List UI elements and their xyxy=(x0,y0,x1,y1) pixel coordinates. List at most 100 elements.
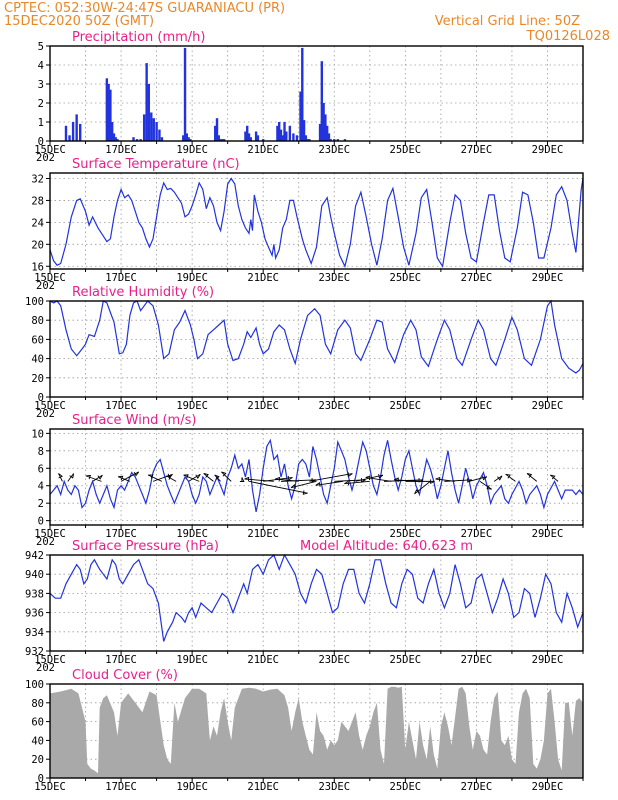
precip-bar xyxy=(142,114,146,141)
panel-temperature: Surface Temperature (nC) 16 20 24 28 32 15DEC 1… xyxy=(31,157,584,292)
precip-bar xyxy=(301,47,304,141)
y-tick-label: 40 xyxy=(31,735,44,747)
precip-bar xyxy=(75,114,78,141)
panel-frame xyxy=(49,172,584,270)
x-tick-label: 15DEC xyxy=(34,781,66,793)
precip-bar xyxy=(329,139,332,141)
precip-bar xyxy=(217,135,220,141)
precip-bar xyxy=(324,114,327,141)
precip-bar xyxy=(254,131,258,141)
year-label-cutoff: 202 xyxy=(36,408,55,420)
wind-vector-head xyxy=(275,476,281,482)
precip-bar xyxy=(64,125,68,141)
precip-bar xyxy=(215,118,219,141)
wind-vector-head xyxy=(467,478,473,483)
x-tick-label: 15DEC xyxy=(34,654,66,666)
x-tick-label: 19DEC xyxy=(176,400,208,412)
wind-vector-head xyxy=(148,474,154,479)
x-tick-label: 21DEC xyxy=(247,400,279,412)
wind-vector-head xyxy=(85,474,92,480)
precip-bar xyxy=(283,122,286,141)
y-tick-label: 940 xyxy=(25,569,44,581)
precip-bar xyxy=(327,133,331,141)
x-tick-label: 15DEC xyxy=(34,144,66,156)
x-tick-label: 17DEC xyxy=(105,654,137,666)
y-tick-label: 0 xyxy=(38,773,44,785)
wind-vector-head xyxy=(550,474,556,480)
wind-vector-shaft xyxy=(85,475,102,482)
header-grid-line: Vertical Grid Line: 50Z xyxy=(435,14,580,29)
y-tick-label: 20 xyxy=(31,239,44,251)
precip-bar xyxy=(249,137,252,141)
precip-bar xyxy=(79,123,82,141)
precip-bar xyxy=(107,84,110,141)
x-tick-label: 17DEC xyxy=(105,781,137,793)
precip-bar xyxy=(219,139,222,141)
wind-vector-head xyxy=(505,473,511,479)
precip-bar xyxy=(68,135,71,141)
y-tick-label: 934 xyxy=(25,627,44,639)
wind-vector-shaft xyxy=(67,473,74,482)
wind-vector-shaft xyxy=(221,471,232,482)
x-tick-label: 29DEC xyxy=(532,400,564,412)
precip-bar xyxy=(281,135,284,141)
precip-bar xyxy=(302,120,306,141)
wind-vector-shaft xyxy=(244,478,274,482)
y-tick-label: 4 xyxy=(38,481,44,493)
precip-bar xyxy=(247,133,251,141)
x-tick-label: 17DEC xyxy=(105,528,137,540)
wind-vector-shaft xyxy=(309,473,353,482)
wind-vector-head xyxy=(133,471,140,477)
year-label-cutoff: 202 xyxy=(36,536,55,548)
y-tick-label: 80 xyxy=(31,315,44,327)
wind-vector-shaft xyxy=(166,475,177,482)
rh-series-line xyxy=(49,299,584,374)
precip-bar xyxy=(189,139,192,141)
wind-vector-head xyxy=(287,475,293,481)
y-tick-label: 20 xyxy=(31,754,44,766)
precip-bar xyxy=(114,137,117,141)
y-tick-label: 2 xyxy=(38,498,44,510)
x-tick-label: 25DEC xyxy=(390,654,422,666)
precip-bar xyxy=(336,139,340,141)
wind-vector-shaft xyxy=(526,473,538,482)
x-tick-label: 29DEC xyxy=(532,272,564,284)
y-tick-label: 4 xyxy=(38,60,44,72)
panel-surface-pressure: Surface Pressure (hPa) Model Altitude: 64… xyxy=(25,539,584,674)
x-tick-label: 23DEC xyxy=(318,528,350,540)
x-tick-label: 29DEC xyxy=(532,781,564,793)
y-tick-label: 8 xyxy=(38,446,44,458)
wind-vector-head xyxy=(486,485,492,490)
precip-bar xyxy=(135,139,139,141)
precip-bar xyxy=(299,91,302,141)
precip-bar xyxy=(244,131,247,141)
x-tick-label: 25DEC xyxy=(390,272,422,284)
x-tick-label: 15DEC xyxy=(34,528,66,540)
wind-vector-head xyxy=(290,484,296,489)
x-tick-label: 21DEC xyxy=(247,528,279,540)
precip-bar xyxy=(279,129,283,141)
precip-bar xyxy=(256,135,260,141)
wind-vector-head xyxy=(58,473,63,479)
x-tick-label: 27DEC xyxy=(461,654,493,666)
x-tick-label: 21DEC xyxy=(247,654,279,666)
x-tick-label: 17DEC xyxy=(105,400,137,412)
y-tick-label: 942 xyxy=(25,550,44,562)
precip-bar xyxy=(333,139,336,141)
panel-frame xyxy=(49,554,584,652)
precip-bar xyxy=(276,125,279,141)
y-tick-label: 32 xyxy=(31,173,44,185)
precip-bar xyxy=(246,125,249,141)
x-tick-label: 23DEC xyxy=(318,272,350,284)
x-tick-label: 19DEC xyxy=(176,144,208,156)
precip-bar xyxy=(105,78,109,141)
wind-vector-shaft xyxy=(315,480,344,486)
y-tick-label: 2 xyxy=(38,98,44,110)
wind-series-line xyxy=(49,438,584,513)
panel-frame xyxy=(49,428,584,526)
precip-bar xyxy=(292,133,295,141)
wind-vector-shaft xyxy=(120,471,139,482)
y-tick-label: 0 xyxy=(38,392,44,404)
precip-bar xyxy=(71,122,75,141)
